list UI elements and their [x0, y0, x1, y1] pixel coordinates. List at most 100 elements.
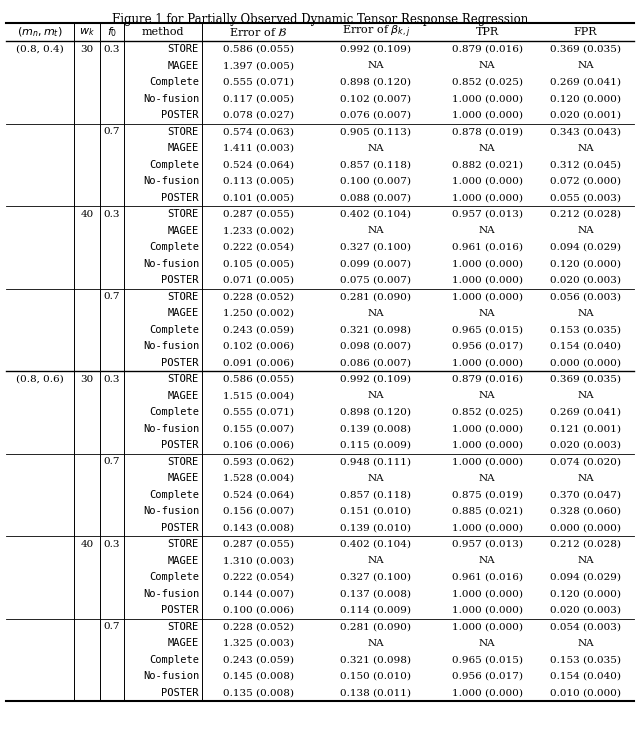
Text: 0.327 (0.100): 0.327 (0.100) — [340, 243, 412, 252]
Text: 0.088 (0.007): 0.088 (0.007) — [340, 193, 412, 202]
Text: 0.402 (0.104): 0.402 (0.104) — [340, 210, 412, 218]
Text: 0.105 (0.005): 0.105 (0.005) — [223, 259, 294, 268]
Text: No-fusion: No-fusion — [143, 506, 199, 516]
Text: 0.957 (0.013): 0.957 (0.013) — [451, 210, 522, 218]
Text: 0.586 (0.055): 0.586 (0.055) — [223, 45, 294, 53]
Text: Complete: Complete — [149, 160, 199, 169]
Text: NA: NA — [368, 61, 384, 71]
Text: $w_k$: $w_k$ — [79, 26, 95, 38]
Text: NA: NA — [577, 309, 594, 318]
Text: 0.120 (0.000): 0.120 (0.000) — [550, 94, 621, 103]
Text: 0.078 (0.027): 0.078 (0.027) — [223, 111, 294, 120]
Text: STORE: STORE — [168, 292, 199, 302]
Text: 0.287 (0.055): 0.287 (0.055) — [223, 539, 294, 549]
Text: 0.898 (0.120): 0.898 (0.120) — [340, 78, 412, 87]
Text: STORE: STORE — [168, 622, 199, 632]
Text: 0.957 (0.013): 0.957 (0.013) — [451, 539, 522, 549]
Text: NA: NA — [368, 474, 384, 483]
Text: 0.524 (0.064): 0.524 (0.064) — [223, 160, 294, 169]
Text: 0.852 (0.025): 0.852 (0.025) — [451, 78, 522, 87]
Text: No-fusion: No-fusion — [143, 424, 199, 434]
Text: 1.000 (0.000): 1.000 (0.000) — [451, 276, 522, 285]
Text: Complete: Complete — [149, 325, 199, 335]
Text: 0.281 (0.090): 0.281 (0.090) — [340, 622, 412, 632]
Text: 0.222 (0.054): 0.222 (0.054) — [223, 243, 294, 252]
Text: 1.000 (0.000): 1.000 (0.000) — [451, 441, 522, 450]
Text: STORE: STORE — [168, 374, 199, 384]
Text: 40: 40 — [81, 539, 93, 549]
Text: MAGEE: MAGEE — [168, 473, 199, 483]
Text: 0.992 (0.109): 0.992 (0.109) — [340, 45, 412, 53]
Text: 0.074 (0.020): 0.074 (0.020) — [550, 457, 621, 467]
Text: 0.328 (0.060): 0.328 (0.060) — [550, 507, 621, 516]
Text: 0.150 (0.010): 0.150 (0.010) — [340, 672, 412, 681]
Text: 1.250 (0.002): 1.250 (0.002) — [223, 309, 294, 318]
Text: 1.310 (0.003): 1.310 (0.003) — [223, 557, 294, 565]
Text: 1.000 (0.000): 1.000 (0.000) — [451, 688, 522, 697]
Text: 0.574 (0.063): 0.574 (0.063) — [223, 127, 294, 136]
Text: 0.144 (0.007): 0.144 (0.007) — [223, 589, 294, 598]
Text: 0.139 (0.008): 0.139 (0.008) — [340, 424, 412, 433]
Text: MAGEE: MAGEE — [168, 556, 199, 565]
Text: MAGEE: MAGEE — [168, 143, 199, 153]
Text: 0.882 (0.021): 0.882 (0.021) — [451, 160, 522, 169]
Text: POSTER: POSTER — [161, 192, 199, 203]
Text: NA: NA — [577, 557, 594, 565]
Text: 0.370 (0.047): 0.370 (0.047) — [550, 490, 621, 499]
Text: Complete: Complete — [149, 77, 199, 87]
Text: (0.8, 0.4): (0.8, 0.4) — [16, 45, 64, 53]
Text: 0.878 (0.019): 0.878 (0.019) — [451, 127, 522, 136]
Text: 1.000 (0.000): 1.000 (0.000) — [451, 523, 522, 532]
Text: 1.397 (0.005): 1.397 (0.005) — [223, 61, 294, 71]
Text: 0.857 (0.118): 0.857 (0.118) — [340, 160, 412, 169]
Text: No-fusion: No-fusion — [143, 341, 199, 351]
Text: 0.099 (0.007): 0.099 (0.007) — [340, 259, 412, 268]
Text: NA: NA — [479, 61, 495, 71]
Text: 0.852 (0.025): 0.852 (0.025) — [451, 408, 522, 417]
Text: 1.000 (0.000): 1.000 (0.000) — [451, 589, 522, 598]
Text: NA: NA — [479, 474, 495, 483]
Text: 1.000 (0.000): 1.000 (0.000) — [451, 358, 522, 367]
Text: 0.593 (0.062): 0.593 (0.062) — [223, 457, 294, 467]
Text: 0.139 (0.010): 0.139 (0.010) — [340, 523, 412, 532]
Text: STORE: STORE — [168, 127, 199, 137]
Text: 1.000 (0.000): 1.000 (0.000) — [451, 177, 522, 186]
Text: NA: NA — [479, 639, 495, 648]
Text: POSTER: POSTER — [161, 441, 199, 450]
Text: 1.000 (0.000): 1.000 (0.000) — [451, 622, 522, 632]
Text: 0.327 (0.100): 0.327 (0.100) — [340, 573, 412, 582]
Text: $f_0$: $f_0$ — [107, 25, 117, 39]
Text: 0.100 (0.007): 0.100 (0.007) — [340, 177, 412, 186]
Text: NA: NA — [479, 392, 495, 400]
Text: 0.3: 0.3 — [104, 539, 120, 549]
Text: 0.000 (0.000): 0.000 (0.000) — [550, 523, 621, 532]
Text: 0.101 (0.005): 0.101 (0.005) — [223, 193, 294, 202]
Text: 0.020 (0.001): 0.020 (0.001) — [550, 111, 621, 120]
Text: NA: NA — [479, 143, 495, 153]
Text: 0.121 (0.001): 0.121 (0.001) — [550, 424, 621, 433]
Text: 0.000 (0.000): 0.000 (0.000) — [550, 358, 621, 367]
Text: 0.965 (0.015): 0.965 (0.015) — [451, 325, 522, 334]
Text: No-fusion: No-fusion — [143, 176, 199, 186]
Text: 0.054 (0.003): 0.054 (0.003) — [550, 622, 621, 632]
Text: 0.956 (0.017): 0.956 (0.017) — [451, 342, 522, 351]
Text: 1.233 (0.002): 1.233 (0.002) — [223, 227, 294, 236]
Text: Complete: Complete — [149, 572, 199, 583]
Text: STORE: STORE — [168, 539, 199, 549]
Text: 0.212 (0.028): 0.212 (0.028) — [550, 539, 621, 549]
Text: 0.343 (0.043): 0.343 (0.043) — [550, 127, 621, 136]
Text: 0.228 (0.052): 0.228 (0.052) — [223, 292, 294, 301]
Text: 0.555 (0.071): 0.555 (0.071) — [223, 408, 294, 417]
Text: 0.243 (0.059): 0.243 (0.059) — [223, 655, 294, 664]
Text: 30: 30 — [81, 374, 93, 383]
Text: 0.010 (0.000): 0.010 (0.000) — [550, 688, 621, 697]
Text: Complete: Complete — [149, 407, 199, 418]
Text: 0.143 (0.008): 0.143 (0.008) — [223, 523, 294, 532]
Text: 0.117 (0.005): 0.117 (0.005) — [223, 94, 294, 103]
Text: 0.106 (0.006): 0.106 (0.006) — [223, 441, 294, 450]
Text: 0.402 (0.104): 0.402 (0.104) — [340, 539, 412, 549]
Text: 0.312 (0.045): 0.312 (0.045) — [550, 160, 621, 169]
Text: 1.000 (0.000): 1.000 (0.000) — [451, 457, 522, 467]
Text: 0.7: 0.7 — [104, 622, 120, 632]
Text: POSTER: POSTER — [161, 275, 199, 285]
